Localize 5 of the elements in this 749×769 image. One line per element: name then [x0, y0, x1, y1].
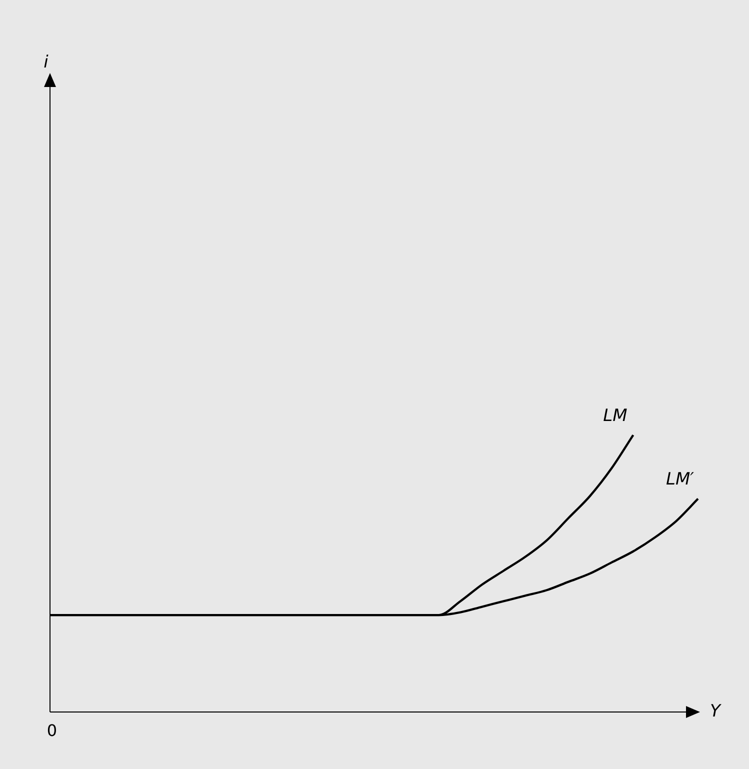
- text: 0: [46, 721, 58, 740]
- series-label: LM′: [666, 470, 694, 490]
- series-label: LM: [603, 406, 628, 426]
- x-axis-title: Y: [710, 701, 722, 722]
- text: i: [44, 52, 49, 72]
